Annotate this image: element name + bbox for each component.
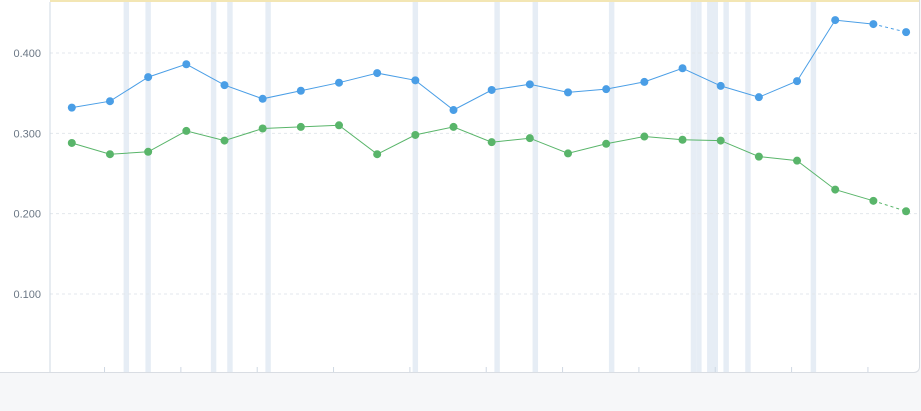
data-point bbox=[335, 121, 343, 130]
chart-card: 0.100 0.200 0.300 0.400 May. 9May. 23Jun. 6… bbox=[0, 0, 920, 373]
data-point bbox=[373, 69, 382, 78]
data-point bbox=[678, 135, 687, 144]
highlight-band bbox=[745, 2, 751, 372]
data-point bbox=[902, 207, 911, 216]
highlight-band bbox=[210, 2, 217, 372]
data-point bbox=[678, 64, 687, 73]
data-point bbox=[335, 78, 343, 87]
highlight-band bbox=[608, 2, 615, 372]
data-point bbox=[640, 132, 649, 141]
line-chart: 0.100 0.200 0.300 0.400 May. 9May. 23Jun. 6… bbox=[13, 2, 917, 372]
highlight-band bbox=[532, 2, 539, 372]
data-point bbox=[716, 81, 725, 90]
highlight-band bbox=[123, 2, 130, 372]
top-strip bbox=[50, 0, 919, 2]
data-point bbox=[793, 156, 802, 165]
highlight-band bbox=[723, 2, 729, 372]
data-point bbox=[640, 77, 649, 86]
data-point bbox=[67, 138, 76, 147]
series-dashed-segment bbox=[873, 200, 907, 212]
highlight-band bbox=[227, 2, 233, 372]
data-point bbox=[525, 134, 534, 143]
y-tick-label: 0.400 bbox=[13, 48, 41, 60]
data-point bbox=[754, 93, 763, 102]
series-line bbox=[71, 19, 874, 111]
data-point bbox=[449, 106, 458, 115]
data-point bbox=[754, 152, 763, 161]
data-point bbox=[144, 73, 153, 82]
data-point bbox=[220, 136, 229, 145]
data-point bbox=[793, 77, 802, 86]
highlight-band bbox=[810, 2, 817, 372]
data-point bbox=[105, 150, 114, 159]
data-point bbox=[296, 86, 305, 95]
data-point bbox=[449, 122, 458, 131]
data-point bbox=[487, 85, 496, 94]
data-point bbox=[258, 94, 267, 103]
data-point bbox=[105, 97, 114, 106]
y-tick-label: 0.100 bbox=[13, 289, 41, 301]
data-point bbox=[411, 76, 420, 85]
data-point bbox=[373, 150, 382, 159]
data-point bbox=[487, 138, 496, 147]
data-point bbox=[831, 16, 840, 25]
series-dashed-segment bbox=[873, 23, 907, 33]
y-axis-ticks: 0.100 0.200 0.300 0.400 bbox=[13, 48, 41, 301]
data-point bbox=[902, 28, 911, 37]
data-point bbox=[716, 136, 725, 145]
data-point bbox=[602, 85, 611, 94]
y-tick-label: 0.300 bbox=[13, 128, 41, 140]
x-axis-ticks: May. 9May. 23Jun. 6Jun. 20Jul. 4Jul. 18A… bbox=[104, 367, 869, 372]
data-point bbox=[411, 130, 420, 139]
data-point bbox=[525, 80, 534, 89]
highlight-band bbox=[696, 2, 702, 372]
highlight-band bbox=[712, 2, 718, 372]
data-point bbox=[258, 124, 267, 133]
data-point bbox=[869, 196, 878, 205]
series-layer bbox=[67, 16, 911, 216]
highlight-band bbox=[494, 2, 500, 372]
series-line bbox=[71, 124, 874, 202]
highlight-band bbox=[690, 2, 697, 372]
highlight-band bbox=[707, 2, 713, 372]
highlight-band bbox=[412, 2, 419, 372]
highlight-bands bbox=[123, 2, 817, 372]
y-tick-label: 0.200 bbox=[13, 209, 41, 221]
data-point bbox=[67, 103, 76, 112]
data-point bbox=[182, 60, 191, 69]
data-point bbox=[831, 185, 840, 194]
data-point bbox=[564, 88, 573, 97]
data-point bbox=[220, 81, 229, 90]
highlight-band bbox=[265, 2, 271, 372]
data-point bbox=[564, 149, 573, 158]
highlight-band bbox=[145, 2, 151, 372]
data-point bbox=[602, 139, 611, 148]
data-point bbox=[869, 20, 878, 29]
grid-lines bbox=[50, 52, 917, 295]
data-point bbox=[182, 126, 191, 135]
data-point bbox=[144, 147, 153, 156]
data-point bbox=[296, 122, 305, 131]
